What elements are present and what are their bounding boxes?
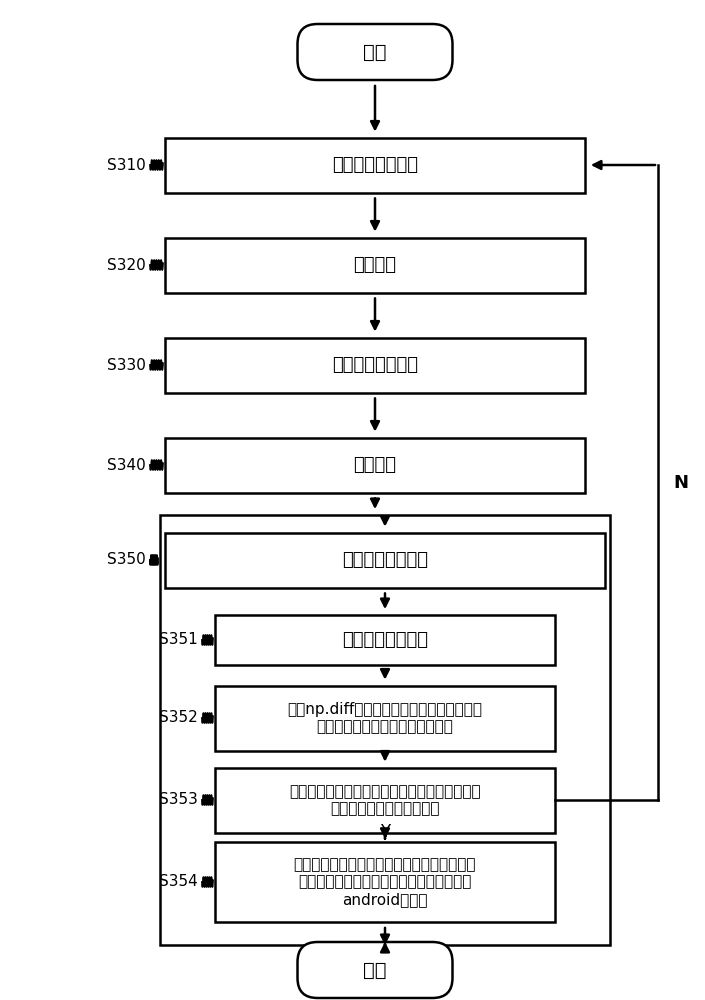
Text: 实时地导入源数据: 实时地导入源数据 <box>332 156 418 174</box>
Bar <box>215 615 555 665</box>
Text: S353: S353 <box>159 792 198 808</box>
Bar <box>215 686 555 750</box>
Text: 拟合曲线: 拟合曲线 <box>353 256 396 274</box>
Bar <box>165 438 585 492</box>
Text: S310: S310 <box>107 157 146 172</box>
Text: N: N <box>673 474 688 491</box>
Text: 开始: 开始 <box>363 42 387 62</box>
Text: S352: S352 <box>159 710 198 726</box>
Text: S320: S320 <box>107 257 146 272</box>
Bar <box>165 338 585 392</box>
FancyBboxPatch shape <box>298 942 453 998</box>
Bar <box>215 842 555 922</box>
Bar <box>160 515 610 945</box>
Text: 遍历循环判定第二差分数组中相邻的数据之间的
乘积，判定是否出现拐点？: 遍历循环判定第二差分数组中相邻的数据之间的 乘积，判定是否出现拐点？ <box>289 784 481 816</box>
Bar <box>165 532 605 587</box>
Text: 剔除初始波动数值: 剔除初始波动数值 <box>332 356 418 374</box>
Text: S354: S354 <box>159 874 198 890</box>
Text: 创建第二差分数组: 创建第二差分数组 <box>342 631 428 649</box>
Text: 平滑曲线: 平滑曲线 <box>353 456 396 474</box>
Bar <box>215 768 555 832</box>
Bar <box>165 237 585 292</box>
Text: 通过np.diff函数将源数据拟合数据两次向前
差分并将结果赋值给第二差分数组: 通过np.diff函数将源数据拟合数据两次向前 差分并将结果赋值给第二差分数组 <box>288 702 482 734</box>
Text: S330: S330 <box>107 358 146 372</box>
Text: S340: S340 <box>107 458 146 473</box>
Text: S351: S351 <box>159 633 198 648</box>
Text: S350: S350 <box>107 552 146 568</box>
Text: 判断是否出现拐点: 判断是否出现拐点 <box>342 551 428 569</box>
Text: 将对应的拐点数据代入拟合函数以计算出相应
的浓度值，同时输出拟合数据及拐点数据至
android主程序: 将对应的拐点数据代入拟合函数以计算出相应 的浓度值，同时输出拟合数据及拐点数据至… <box>294 857 477 907</box>
Text: 结束: 结束 <box>363 960 387 980</box>
Text: Y: Y <box>380 823 390 841</box>
FancyBboxPatch shape <box>298 24 453 80</box>
Bar <box>165 137 585 192</box>
